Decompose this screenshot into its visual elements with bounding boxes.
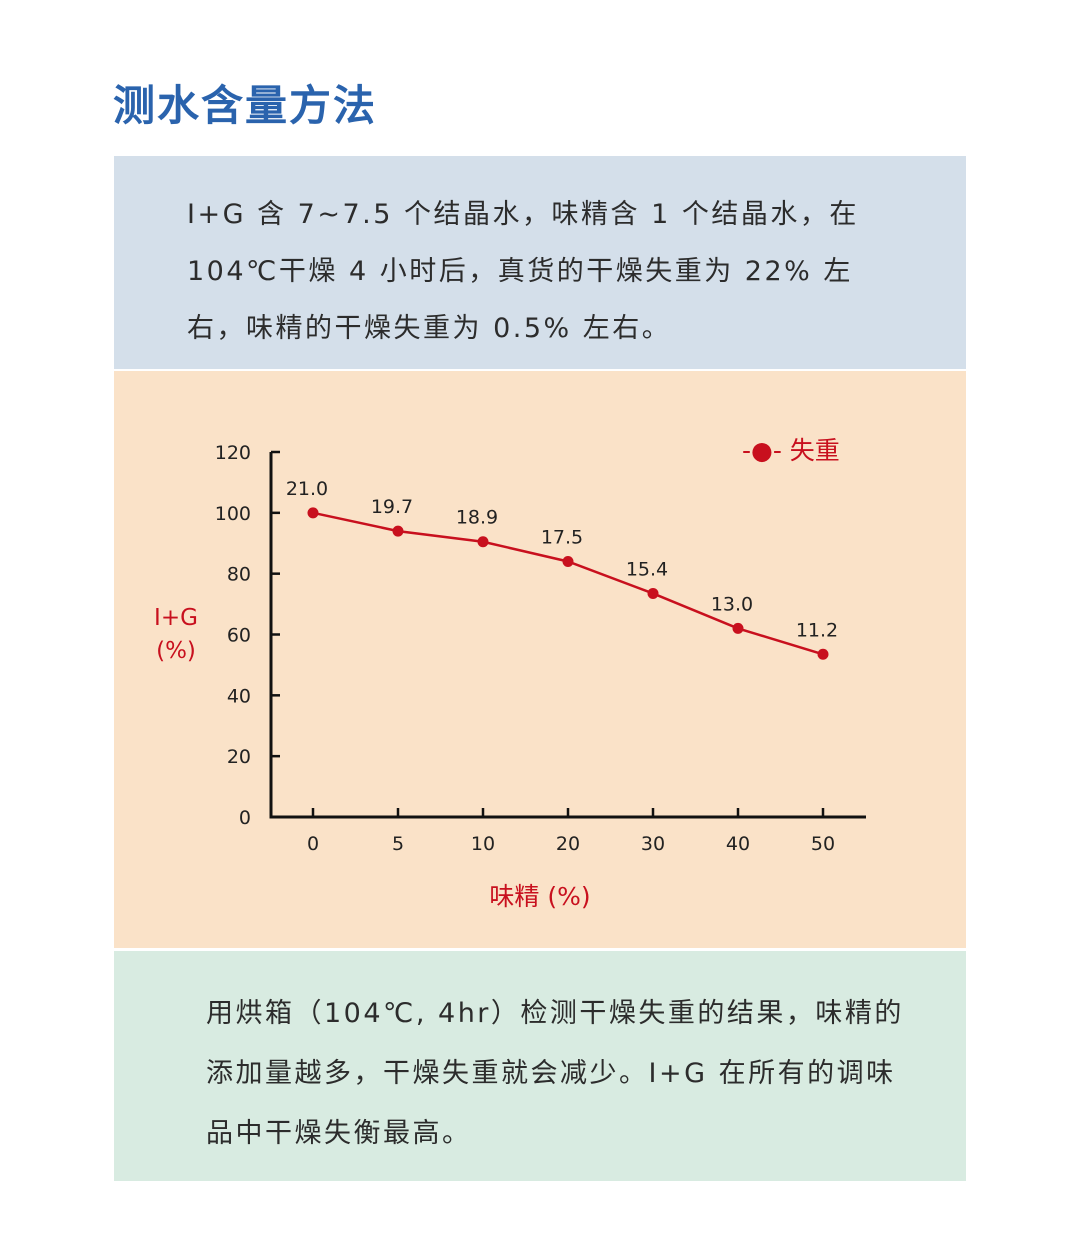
y-tick-label: 60 [227,625,251,647]
data-point [732,622,744,634]
data-label: 15.4 [626,558,668,580]
x-tick-label: 5 [392,833,404,855]
x-tick-label: 0 [307,833,319,855]
data-point [477,536,489,548]
chart-series: 21.0 19.7 18.9 17.5 15.4 13.0 11.2 [286,478,838,660]
y-axis-label-line1: I+G [154,605,198,631]
x-axis-label: 味精 (%) [489,882,590,911]
y-tick-label: 120 [215,442,251,464]
chart-panel: 0 20 40 60 80 100 120 0 5 10 20 30 40 50 21.0 19.7 18.… [114,371,966,948]
y-tick-label: 40 [227,685,251,707]
intro-text: I+G 含 7~7.5 个结晶水，味精含 1 个结晶水，在 104℃干燥 4 小… [187,199,859,344]
x-tick-label: 20 [556,833,580,855]
conclusion-text: 用烘箱（104℃, 4hr）检测干燥失重的结果，味精的添加量越多，干燥失重就会减… [206,998,904,1149]
data-label: 19.7 [371,496,413,518]
y-tick-label: 80 [227,564,251,586]
page-title: 测水含量方法 [113,81,378,130]
x-axis-ticks: 0 5 10 20 30 40 50 [307,808,835,855]
data-point [647,587,659,599]
y-tick-label: 0 [239,807,251,829]
data-point [562,556,574,567]
data-label: 21.0 [286,478,328,500]
y-axis-ticks: 0 20 40 60 80 100 120 [215,442,280,829]
conclusion-panel: 用烘箱（104℃, 4hr）检测干燥失重的结果，味精的添加量越多，干燥失重就会减… [114,951,966,1181]
data-label: 17.5 [541,527,583,549]
intro-panel: I+G 含 7~7.5 个结晶水，味精含 1 个结晶水，在 104℃干燥 4 小… [114,156,966,369]
y-tick-label: 20 [227,746,251,768]
data-point [817,648,829,660]
data-point [392,525,404,537]
data-label: 11.2 [796,619,838,641]
x-tick-label: 30 [641,833,665,855]
x-tick-label: 10 [471,833,495,855]
y-axis-label-line2: (%) [156,638,196,664]
legend-entry: -●- 失重 [742,436,840,465]
data-label: 18.9 [456,507,498,529]
x-tick-label: 40 [726,833,750,855]
chart-axes [269,452,866,819]
x-tick-label: 50 [811,833,835,855]
data-point [307,507,319,519]
y-tick-label: 100 [215,503,251,525]
line-chart: 0 20 40 60 80 100 120 0 5 10 20 30 40 50 21.0 19.7 18.… [154,436,866,911]
data-label: 13.0 [711,593,753,615]
